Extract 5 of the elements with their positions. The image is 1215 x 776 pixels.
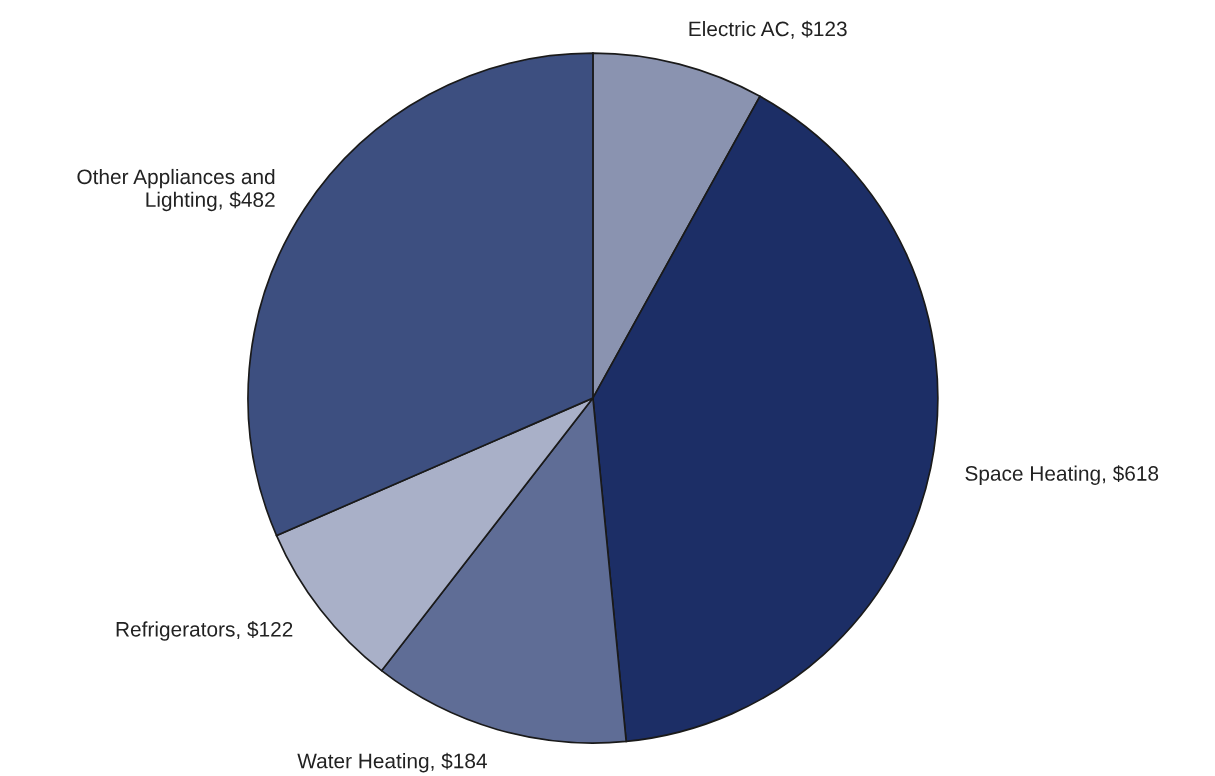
slice-label: Electric AC, $123: [689, 20, 847, 39]
slice-label: Refrigerators, $122: [116, 621, 293, 641]
slice-label: Water Heating, $184: [297, 752, 487, 773]
slice-label: Space Heating, $618: [965, 465, 1159, 485]
slice-label: Other Appliances and Lighting, $482: [77, 168, 275, 212]
